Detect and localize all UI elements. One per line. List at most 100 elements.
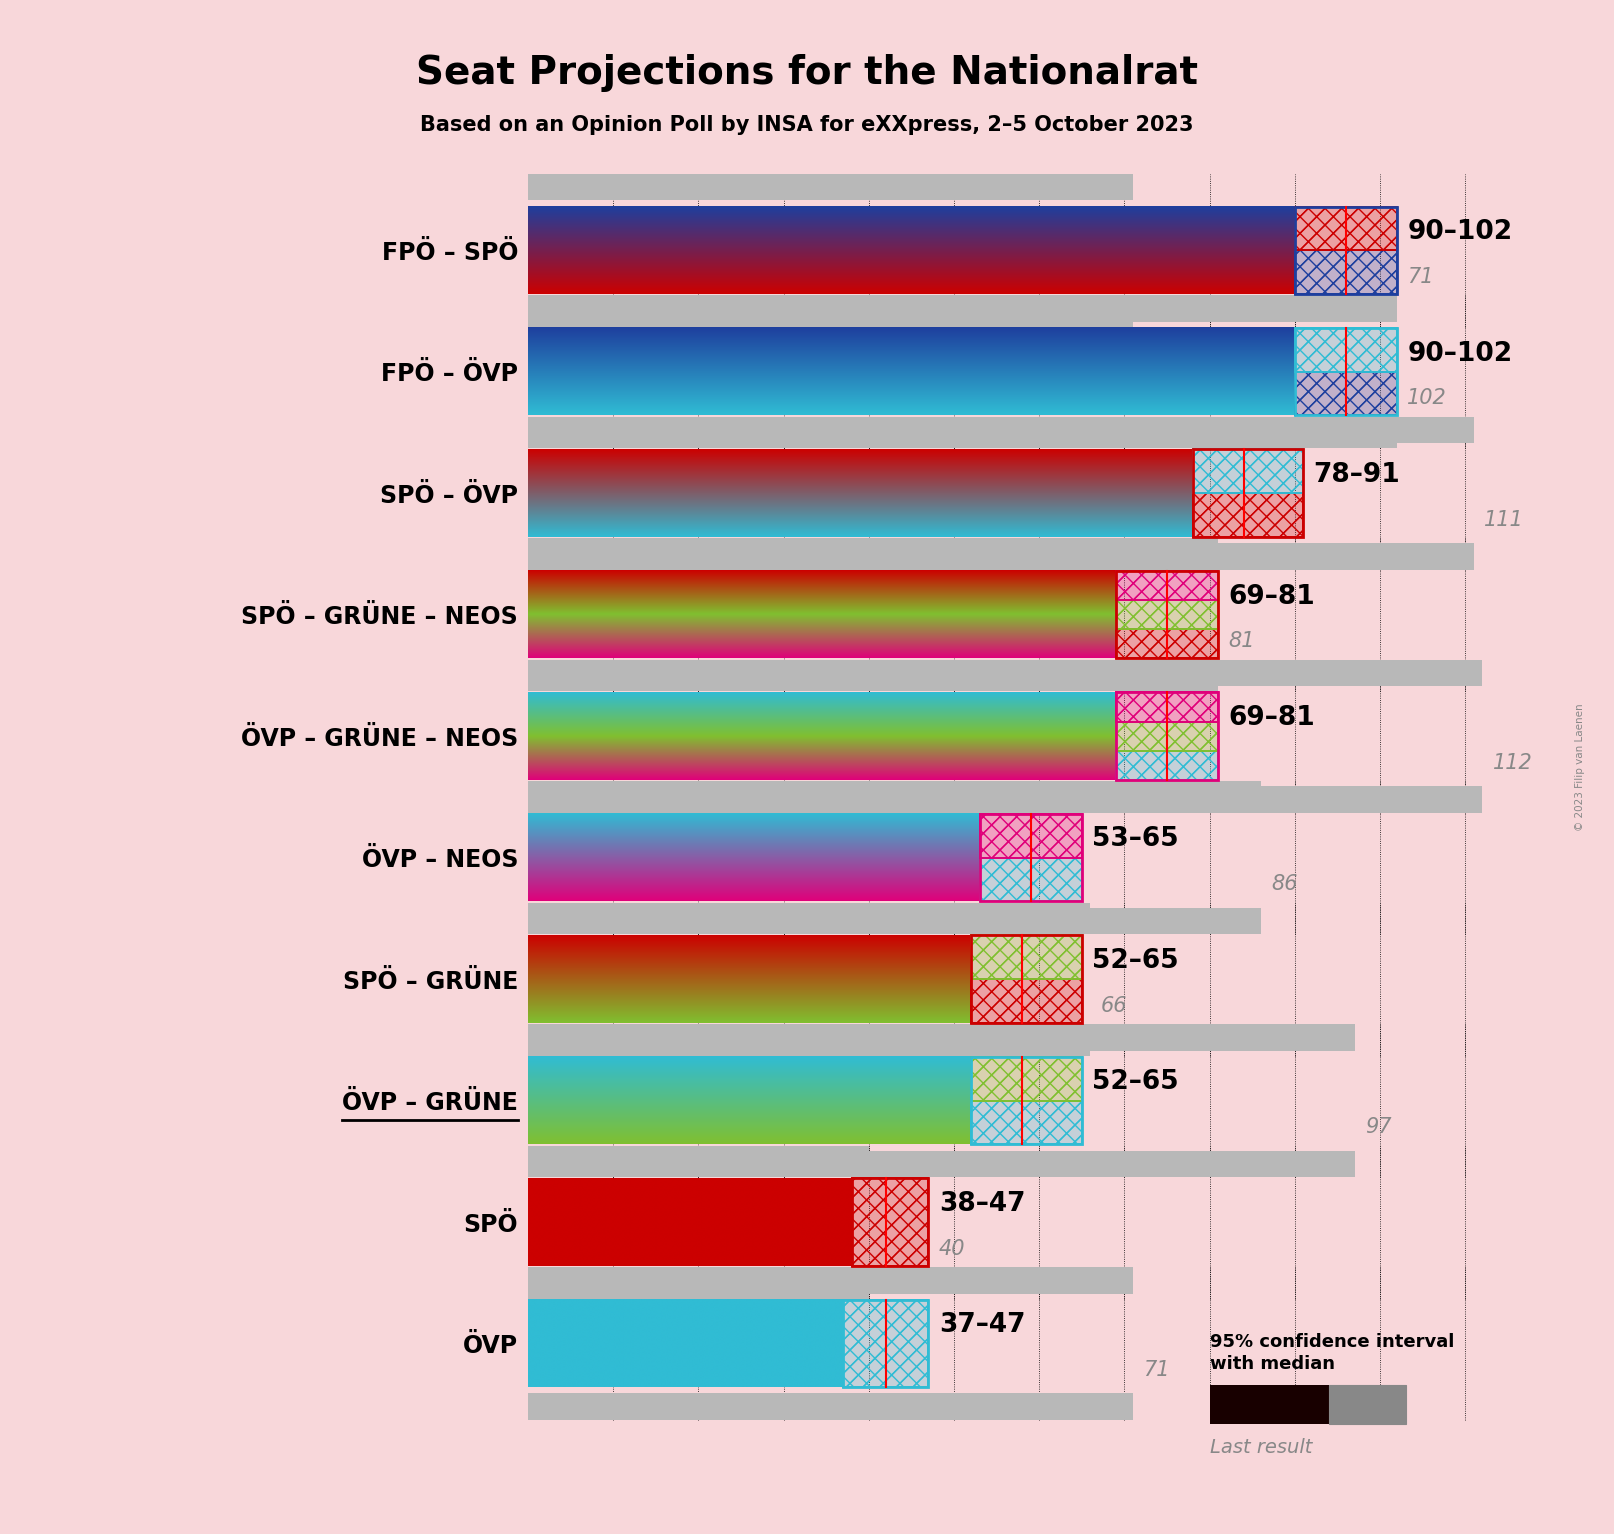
Bar bbox=[528, 660, 1482, 686]
Bar bbox=[528, 1029, 1091, 1055]
Bar bbox=[980, 858, 1081, 902]
Bar bbox=[1294, 207, 1398, 250]
Bar bbox=[1115, 721, 1219, 750]
Bar bbox=[1294, 250, 1398, 295]
Bar bbox=[980, 858, 1081, 902]
Text: © 2023 Filip van Laenen: © 2023 Filip van Laenen bbox=[1575, 703, 1585, 831]
Bar bbox=[980, 815, 1081, 858]
Text: 81: 81 bbox=[1228, 632, 1256, 652]
Bar bbox=[528, 908, 1261, 934]
Text: 40: 40 bbox=[939, 1239, 965, 1259]
Text: 90–102: 90–102 bbox=[1407, 341, 1512, 367]
Bar bbox=[1115, 629, 1219, 658]
Bar bbox=[1294, 207, 1398, 250]
Bar bbox=[1294, 371, 1398, 416]
Bar bbox=[980, 815, 1081, 858]
Bar bbox=[1115, 692, 1219, 779]
Bar bbox=[528, 543, 1474, 569]
Bar bbox=[528, 1393, 1133, 1420]
Bar bbox=[972, 1057, 1081, 1101]
Text: 66: 66 bbox=[1101, 996, 1127, 1016]
Text: 71: 71 bbox=[1407, 267, 1433, 287]
Bar bbox=[1193, 494, 1304, 537]
Text: 111: 111 bbox=[1485, 509, 1524, 529]
Bar bbox=[972, 979, 1081, 1023]
Bar bbox=[852, 1178, 928, 1266]
Bar bbox=[1115, 692, 1219, 721]
Bar bbox=[972, 1057, 1081, 1101]
Bar bbox=[1193, 449, 1304, 537]
Bar bbox=[1115, 571, 1219, 600]
Bar bbox=[1115, 600, 1219, 629]
Text: 71: 71 bbox=[1143, 1361, 1170, 1381]
Bar bbox=[1115, 692, 1219, 721]
Text: 97: 97 bbox=[1365, 1117, 1391, 1137]
Bar bbox=[1115, 571, 1219, 600]
Bar bbox=[528, 781, 1261, 808]
Bar bbox=[528, 664, 1219, 692]
Text: Seat Projections for the Nationalrat: Seat Projections for the Nationalrat bbox=[416, 54, 1198, 92]
Text: 53–65: 53–65 bbox=[1093, 827, 1178, 853]
Bar bbox=[1115, 750, 1219, 779]
Bar bbox=[972, 1057, 1081, 1101]
Bar bbox=[1294, 328, 1398, 416]
Bar bbox=[972, 936, 1081, 1023]
Bar bbox=[980, 858, 1081, 902]
Text: 52–65: 52–65 bbox=[1093, 948, 1178, 974]
Bar bbox=[528, 902, 1091, 930]
Bar bbox=[528, 785, 1482, 813]
Bar bbox=[1115, 629, 1219, 658]
Bar bbox=[972, 1101, 1081, 1144]
Bar bbox=[528, 422, 1398, 448]
Text: 69–81: 69–81 bbox=[1228, 583, 1315, 609]
Text: 102: 102 bbox=[1407, 388, 1448, 408]
Bar bbox=[852, 1178, 928, 1266]
Bar bbox=[980, 815, 1081, 858]
Text: 112: 112 bbox=[1493, 753, 1532, 773]
Bar bbox=[1115, 692, 1219, 721]
Text: 95% confidence interval
with median: 95% confidence interval with median bbox=[1210, 1333, 1454, 1373]
Bar bbox=[1115, 600, 1219, 629]
Bar bbox=[1294, 328, 1398, 371]
Bar bbox=[528, 1267, 1133, 1293]
Bar bbox=[1294, 250, 1398, 295]
Bar bbox=[1193, 494, 1304, 537]
Text: 90–102: 90–102 bbox=[1407, 219, 1512, 245]
Bar bbox=[528, 1146, 868, 1172]
Bar bbox=[852, 1178, 928, 1266]
Bar bbox=[852, 1178, 928, 1266]
Bar bbox=[972, 979, 1081, 1023]
Bar bbox=[1328, 1385, 1406, 1424]
Bar bbox=[972, 1057, 1081, 1144]
Bar bbox=[528, 1025, 1354, 1051]
Bar bbox=[972, 1101, 1081, 1144]
Bar bbox=[1294, 207, 1398, 250]
Bar bbox=[528, 173, 1133, 201]
Bar bbox=[1294, 207, 1398, 295]
Bar bbox=[843, 1299, 928, 1387]
Bar bbox=[843, 1299, 928, 1387]
Bar bbox=[1115, 600, 1219, 629]
Bar bbox=[980, 815, 1081, 902]
Text: 52–65: 52–65 bbox=[1093, 1069, 1178, 1095]
Text: 37–47: 37–47 bbox=[939, 1313, 1025, 1339]
Bar bbox=[1294, 371, 1398, 416]
Bar bbox=[1193, 449, 1304, 494]
Text: 38–47: 38–47 bbox=[939, 1190, 1025, 1216]
Text: Based on an Opinion Poll by INSA for eXXpress, 2–5 October 2023: Based on an Opinion Poll by INSA for eXX… bbox=[420, 115, 1194, 135]
Bar bbox=[972, 936, 1081, 979]
Bar bbox=[1294, 328, 1398, 371]
Text: Last result: Last result bbox=[1210, 1439, 1312, 1457]
Bar bbox=[1115, 750, 1219, 779]
Text: 78–91: 78–91 bbox=[1314, 462, 1401, 488]
Bar bbox=[843, 1299, 928, 1387]
Bar bbox=[972, 1101, 1081, 1144]
Bar bbox=[528, 538, 1219, 565]
Bar bbox=[1210, 1385, 1328, 1424]
Bar bbox=[1193, 494, 1304, 537]
Bar bbox=[1294, 328, 1398, 371]
Bar bbox=[1294, 371, 1398, 416]
Bar bbox=[528, 1150, 1354, 1177]
Bar bbox=[843, 1299, 928, 1387]
Bar bbox=[528, 301, 1133, 327]
